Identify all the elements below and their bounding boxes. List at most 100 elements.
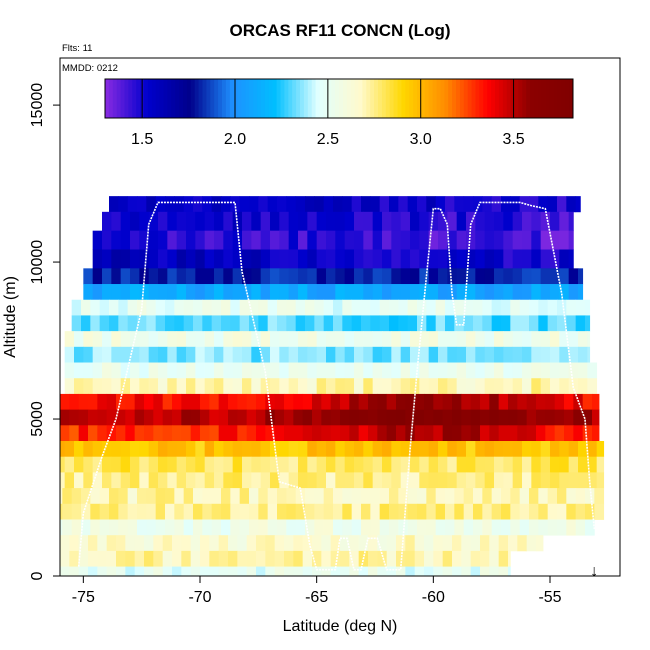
heatmap-cell	[587, 362, 598, 379]
heatmap-cell	[81, 315, 91, 332]
colorbar-segment	[229, 79, 235, 118]
heatmap-cell	[466, 472, 476, 489]
heatmap-cell	[277, 315, 287, 332]
heatmap-cell	[239, 519, 250, 536]
heatmap-cell	[363, 456, 374, 473]
heatmap-cell	[190, 393, 201, 411]
heatmap-cell	[181, 535, 192, 552]
heatmap-cell	[302, 535, 313, 552]
heatmap-cell	[342, 315, 353, 332]
heatmap-cell	[176, 441, 187, 458]
heatmap-cell	[316, 441, 327, 458]
heatmap-cell	[344, 284, 355, 301]
heatmap-cell	[155, 488, 166, 505]
heatmap-cell	[69, 425, 80, 442]
colorbar-segment	[358, 79, 363, 118]
heatmap-cell	[354, 284, 364, 301]
heatmap-cell	[540, 230, 551, 250]
heatmap-cell	[522, 230, 532, 250]
heatmap-cell	[568, 456, 579, 473]
heatmap-cell	[295, 503, 306, 520]
heatmap-cell	[559, 378, 570, 395]
heatmap-cell	[498, 425, 509, 442]
x-tick-label: -75	[72, 589, 95, 606]
heatmap-cell	[575, 519, 586, 536]
heatmap-cell	[232, 346, 243, 363]
heatmap-cell	[529, 196, 539, 213]
heatmap-cell	[190, 409, 201, 426]
heatmap-cell	[419, 230, 430, 250]
heatmap-cell	[452, 535, 462, 552]
heatmap-cell	[162, 535, 173, 552]
heatmap-cell	[363, 441, 374, 458]
heatmap-cell	[153, 550, 164, 567]
heatmap-cell	[501, 299, 511, 316]
heatmap-cell	[463, 196, 474, 213]
y-axis: 0 5000 10000 15000	[29, 83, 60, 580]
heatmap-cell	[442, 550, 453, 567]
heatmap-cell	[484, 456, 495, 473]
heatmap-cell	[74, 378, 84, 395]
heatmap-cell	[99, 519, 110, 536]
heatmap-cell	[148, 472, 159, 489]
heatmap-cell	[435, 196, 446, 213]
heatmap-cell	[312, 393, 322, 411]
heatmap-cell	[456, 284, 467, 301]
heatmap-cell	[153, 535, 164, 552]
heatmap-cell	[470, 566, 481, 576]
heatmap-cell	[480, 425, 490, 442]
heatmap-cell	[414, 409, 425, 426]
colorbar-segment	[225, 79, 231, 118]
heatmap-cell	[438, 472, 448, 489]
heatmap-cell	[102, 284, 112, 301]
heatmap-cell	[559, 249, 570, 269]
heatmap-cell	[118, 488, 129, 505]
heatmap-cell	[484, 230, 495, 250]
heatmap-cell	[545, 409, 556, 426]
heatmap-cell	[494, 249, 504, 269]
heatmap-cell	[209, 409, 220, 426]
heatmap-cell	[445, 503, 455, 520]
heatmap-cell	[428, 230, 439, 250]
heatmap-cell	[540, 456, 551, 473]
heatmap-cell	[305, 315, 315, 332]
heatmap-cell	[484, 378, 495, 395]
heatmap-cell	[137, 488, 147, 505]
heatmap-cell	[531, 441, 542, 458]
heatmap-cell	[596, 441, 605, 458]
heatmap-cell	[232, 456, 243, 473]
heatmap-cell	[209, 566, 220, 576]
heatmap-cell	[386, 550, 397, 567]
heatmap-cell	[417, 488, 427, 505]
heatmap-cell	[109, 196, 119, 213]
heatmap-cell	[102, 441, 112, 458]
heatmap-cell	[559, 211, 570, 232]
heatmap-cell	[155, 196, 166, 213]
heatmap-cell	[221, 503, 231, 520]
heatmap-cell	[246, 393, 257, 411]
colorbar-segment	[452, 79, 457, 118]
heatmap-cell	[470, 550, 481, 567]
heatmap-cell	[111, 346, 122, 363]
colorbar-segment	[257, 79, 262, 118]
heatmap-cell	[279, 211, 290, 232]
heatmap-cell	[295, 196, 306, 213]
heatmap-cell	[260, 331, 271, 348]
heatmap-cell	[503, 211, 514, 232]
heatmap-cell	[447, 362, 458, 379]
heatmap-cell	[358, 425, 369, 442]
heatmap-cell	[512, 211, 523, 232]
heatmap-cell	[531, 268, 542, 285]
heatmap-cell	[522, 284, 532, 301]
heatmap-cell	[139, 456, 150, 473]
heatmap-cell	[92, 346, 103, 363]
heatmap-cell	[321, 425, 332, 442]
colorbar-segment	[397, 79, 402, 118]
heatmap-cell	[284, 566, 294, 576]
heatmap-cell	[358, 566, 369, 576]
heatmap-cell	[470, 409, 481, 426]
heatmap-cell	[473, 315, 483, 332]
heatmap-cell	[466, 362, 476, 379]
heatmap-cell	[120, 230, 131, 250]
colorbar-segment	[222, 79, 227, 118]
